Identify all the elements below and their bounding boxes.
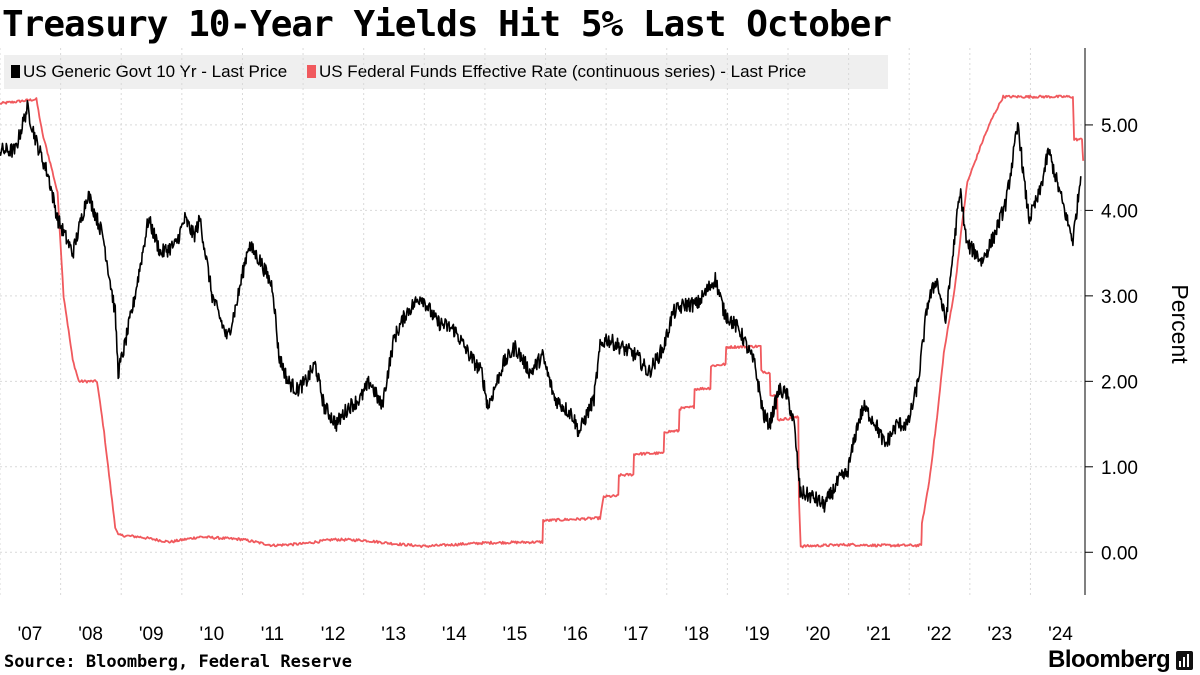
x-tick-label: '20 bbox=[806, 624, 831, 645]
x-tick-label: '21 bbox=[866, 624, 891, 645]
y-tick-label: 0.00 bbox=[1101, 543, 1138, 564]
x-tick-label: '16 bbox=[563, 624, 588, 645]
y-axis-ticks: 0.00 1.00 2.00 3.00 4.00 5.00 bbox=[1085, 116, 1138, 564]
bloomberg-logo: Bloomberg bbox=[1048, 646, 1171, 673]
legend-item-fed-funds: US Federal Funds Effective Rate (continu… bbox=[300, 55, 806, 89]
y-grid-lines bbox=[0, 124, 1085, 553]
x-tick-label: '18 bbox=[684, 624, 709, 645]
x-tick-label: '13 bbox=[381, 624, 406, 645]
legend-item-treasury: US Generic Govt 10 Yr - Last Price bbox=[4, 55, 287, 89]
legend-swatch-treasury bbox=[11, 65, 20, 78]
y-tick-label: 3.00 bbox=[1101, 287, 1138, 308]
x-tick-label: '11 bbox=[261, 624, 284, 645]
x-tick-label: '15 bbox=[503, 624, 528, 645]
x-tick-label: '22 bbox=[927, 624, 952, 645]
legend-swatch-fed-funds bbox=[306, 65, 316, 78]
x-tick-label: '10 bbox=[199, 624, 224, 645]
x-axis-ticks: '07 '08 '09 '10 '11 '12 '13 '14 '15 '16 '17 '18 '19 '… bbox=[18, 624, 1074, 645]
series-10yr-treasury bbox=[0, 100, 1082, 513]
y-tick-label: 4.00 bbox=[1101, 201, 1138, 222]
series-fed-funds bbox=[0, 94, 1085, 549]
x-tick-label: '23 bbox=[987, 624, 1012, 645]
terminal-icon bbox=[1176, 651, 1193, 670]
x-tick-label: '14 bbox=[442, 624, 467, 645]
legend-label-fed-funds: US Federal Funds Effective Rate (continu… bbox=[318, 62, 807, 81]
x-tick-label: '07 bbox=[18, 624, 43, 645]
y-tick-label: 1.00 bbox=[1101, 458, 1138, 479]
chart-title: Treasury 10-Year Yields Hit 5% Last Octo… bbox=[2, 4, 892, 45]
y-tick-label: 2.00 bbox=[1101, 372, 1138, 393]
legend-label-treasury: US Generic Govt 10 Yr - Last Price bbox=[23, 62, 288, 81]
x-tick-label: '09 bbox=[139, 624, 164, 645]
chart-legend: US Generic Govt 10 Yr - Last Price US Fe… bbox=[4, 55, 888, 89]
series-lines bbox=[0, 94, 1085, 549]
source-note: Source: Bloomberg, Federal Reserve bbox=[4, 652, 352, 672]
x-tick-label: '12 bbox=[321, 624, 346, 645]
y-axis-label: Percent bbox=[1167, 284, 1193, 364]
x-tick-label: '24 bbox=[1048, 624, 1073, 645]
x-tick-label: '08 bbox=[78, 624, 103, 645]
x-grid-lines bbox=[0, 48, 1031, 595]
y-tick-label: 5.00 bbox=[1101, 116, 1138, 137]
x-tick-label: '19 bbox=[745, 624, 770, 645]
x-tick-label: '17 bbox=[624, 624, 649, 645]
